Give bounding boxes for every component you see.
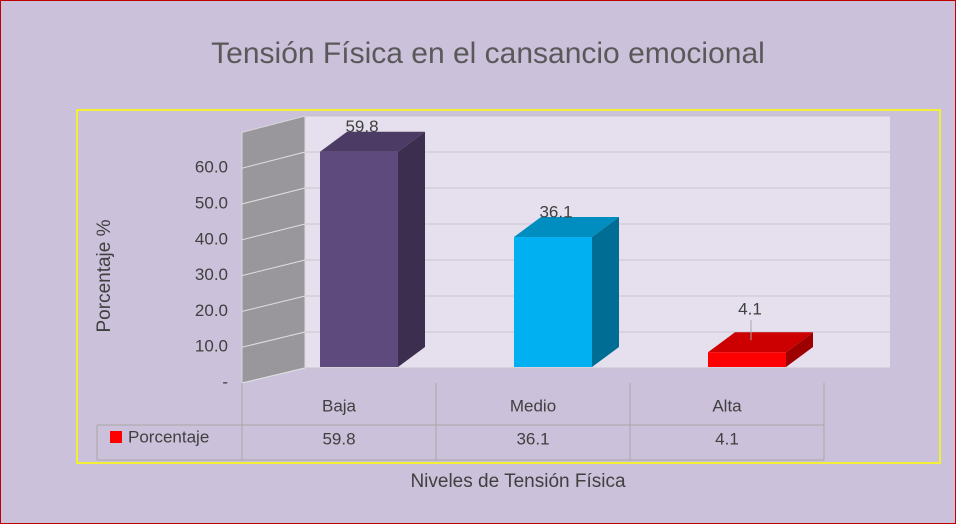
y-tick-label: - (222, 372, 228, 391)
bar-side (786, 332, 813, 367)
plot-frame (76, 109, 941, 464)
bar-side (398, 131, 425, 367)
x-tick-label: Medio (510, 396, 556, 415)
side-grid-line (241, 151, 306, 169)
y-tick-label: 50.0 (195, 193, 228, 212)
y-tick-label: 40.0 (195, 229, 228, 248)
legend-key (110, 431, 122, 443)
data-label: 59.8 (345, 117, 378, 136)
data-label: 4.1 (738, 299, 762, 318)
bar (320, 151, 398, 367)
side-grid-line (241, 367, 306, 384)
chart-title: Tensión Física en el cansancio emocional (211, 37, 765, 70)
x-axis-label: Niveles de Tensión Física (410, 471, 626, 492)
y-axis-label: Porcentaje % (94, 219, 115, 332)
side-grid-line (241, 187, 306, 205)
bar-top (514, 217, 619, 238)
data-label: 36.1 (539, 203, 572, 222)
bar-top (320, 131, 425, 152)
legend-label: Porcentaje (128, 427, 209, 446)
side-grid-line (241, 223, 306, 241)
table-value: 59.8 (322, 429, 355, 448)
x-tick-label: Alta (712, 396, 742, 415)
side-grid-line (241, 259, 306, 277)
table-value: 4.1 (715, 429, 739, 448)
bar-top (708, 332, 813, 353)
y-tick-label: 10.0 (195, 337, 228, 356)
bar (708, 352, 786, 367)
table-value: 36.1 (516, 429, 549, 448)
bar-side (592, 217, 619, 367)
side-grid-line (241, 295, 306, 312)
y-tick-label: 60.0 (195, 158, 228, 177)
bar (514, 237, 592, 367)
side-grid-line (241, 331, 306, 348)
side-wall (241, 115, 306, 384)
y-tick-label: 20.0 (195, 301, 228, 320)
x-tick-label: Baja (322, 396, 357, 415)
y-tick-label: 30.0 (195, 265, 228, 284)
